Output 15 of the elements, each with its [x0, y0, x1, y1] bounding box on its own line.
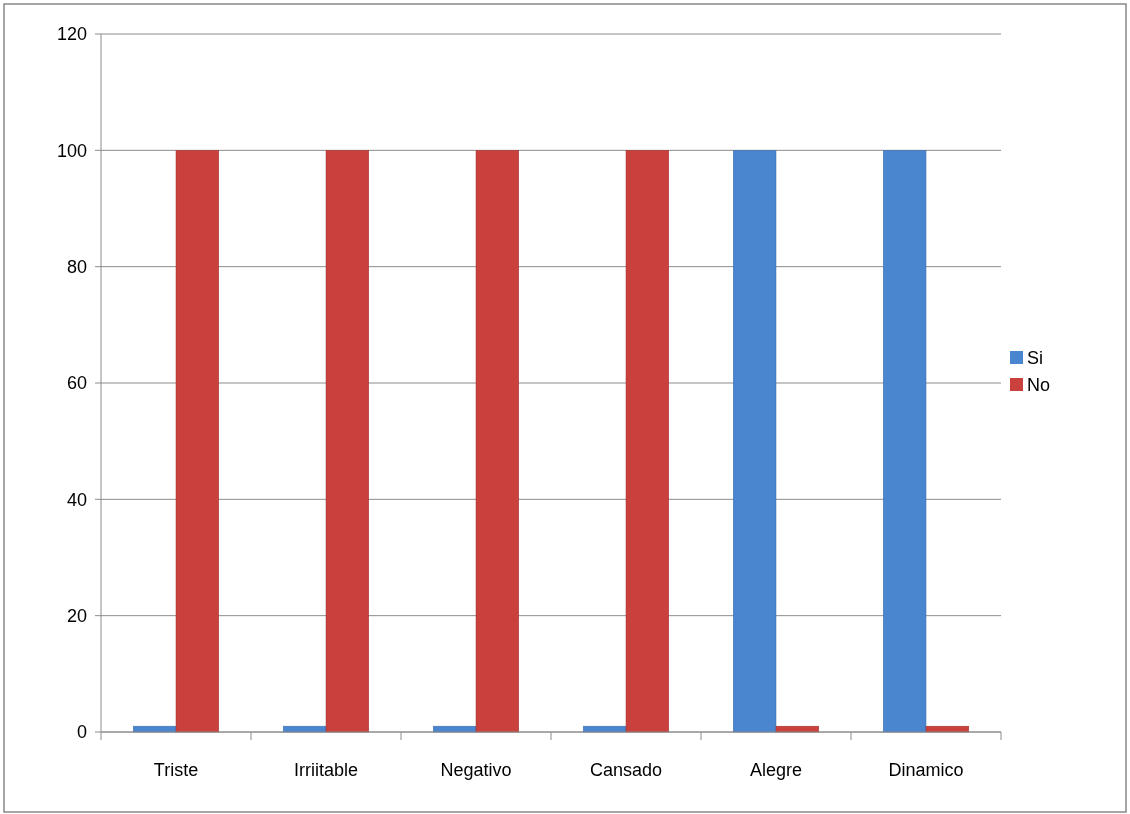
x-tick-label: Cansado [589, 760, 663, 780]
x-tick-label: Irriitable [293, 760, 359, 780]
y-tick-label: 0 [76, 722, 87, 743]
y-tick-label: 60 [66, 373, 87, 394]
y-tick-label: 100 [56, 140, 87, 161]
x-tick-label: Negativo [440, 760, 512, 780]
x-tick-label: Triste [153, 760, 199, 780]
y-tick-label: 80 [66, 256, 87, 277]
y-tick-label: 120 [56, 24, 87, 45]
x-tick-label: Dinamico [888, 760, 964, 780]
legend-label: No [1027, 375, 1051, 396]
legend-label: Si [1027, 348, 1044, 369]
x-tick-label: Alegre [749, 760, 803, 780]
y-tick-label: 40 [66, 489, 87, 510]
y-tick-label: 20 [66, 605, 87, 626]
